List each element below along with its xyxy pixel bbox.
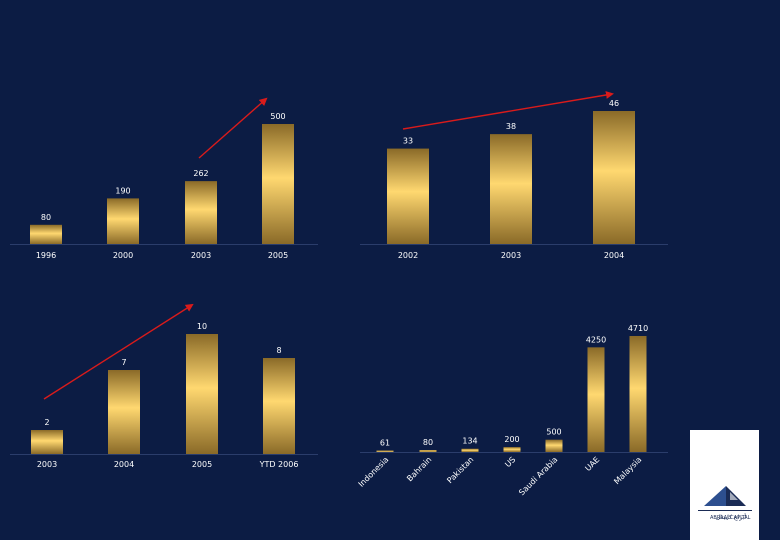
data-label: 61 [380,438,390,447]
data-label: 33 [403,137,413,146]
trend-arrow-icon [198,97,268,159]
data-label: 4710 [628,324,648,333]
data-label: 2 [44,418,49,427]
bar-pakistan [461,448,479,452]
bar-indonesia [376,450,394,452]
category-label: 2003 [501,251,521,260]
category-label: 2003 [37,460,57,469]
data-label: 8 [276,346,281,355]
chart-growth-2002-2004: 33 2002 38 2003 46 2004 [360,91,668,260]
category-label: Pakistan [445,455,475,485]
bar-2003 [185,181,217,244]
logo-arabic-text: أبراج كابيتال [716,513,747,521]
bar-2004 [108,370,140,454]
data-label: 262 [193,169,208,178]
data-label: 10 [197,322,207,331]
data-label: 38 [506,122,516,131]
data-label: 190 [115,186,130,195]
data-label: 200 [504,435,519,444]
category-label: Saudi Arabia [517,455,559,497]
category-label: 2002 [398,251,418,260]
bar-bahrain [419,450,437,452]
category-label: Malaysia [612,455,643,486]
chart-growth-2003-2006: 2 2003 7 2004 10 2005 8 YTD 2006 [10,303,318,469]
category-label: US [503,455,517,469]
category-label: YTD 2006 [259,460,299,469]
data-label: 46 [609,99,619,108]
data-label: 500 [546,428,561,437]
category-label: 2005 [268,251,288,260]
bar-2005 [262,124,294,244]
category-label: 2003 [191,251,211,260]
bar-malaysia [629,336,647,452]
category-label: 2005 [192,460,212,469]
trend-arrow-icon [43,303,194,400]
bar-us [503,447,521,452]
data-label: 80 [41,213,51,222]
bar-1996 [30,224,62,244]
bar-uae [587,347,605,452]
bar-2000 [107,198,139,244]
bar-2004 [593,111,635,244]
category-label: 2004 [114,460,134,469]
category-label: Indonesia [357,455,391,489]
chart-by-country: 61 Indonesia 80 Bahrain 134 Pakistan 200 US 500 S… [357,324,668,497]
bar-2003 [31,430,63,454]
trend-arrow-icon [402,91,614,130]
data-label: 80 [423,438,433,447]
category-label: Bahrain [405,455,433,483]
chart-growth-1996-2005: 80 1996 190 2000 262 2003 500 2005 [10,97,318,260]
bar-2002 [387,148,429,244]
abraaj-logo-mark-icon: ABRAAJ CAPITAL أبراج كابيتال [698,486,752,521]
category-label: 1996 [36,251,56,260]
category-label: UAE [583,455,601,473]
logo-latin-text: ABRAAJ CAPITAL [710,515,751,521]
data-label: 500 [270,112,285,121]
company-logo: ABRAAJ CAPITAL أبراج كابيتال [690,430,759,540]
category-label: 2004 [604,251,624,260]
data-label: 134 [462,437,477,446]
bar-saudi-arabia [545,439,563,452]
bar-2003 [490,134,532,244]
data-label: 4250 [586,335,606,344]
bar-2005 [186,334,218,454]
bar-ytd-2006 [263,358,295,454]
category-label: 2000 [113,251,133,260]
data-label: 7 [121,358,126,367]
